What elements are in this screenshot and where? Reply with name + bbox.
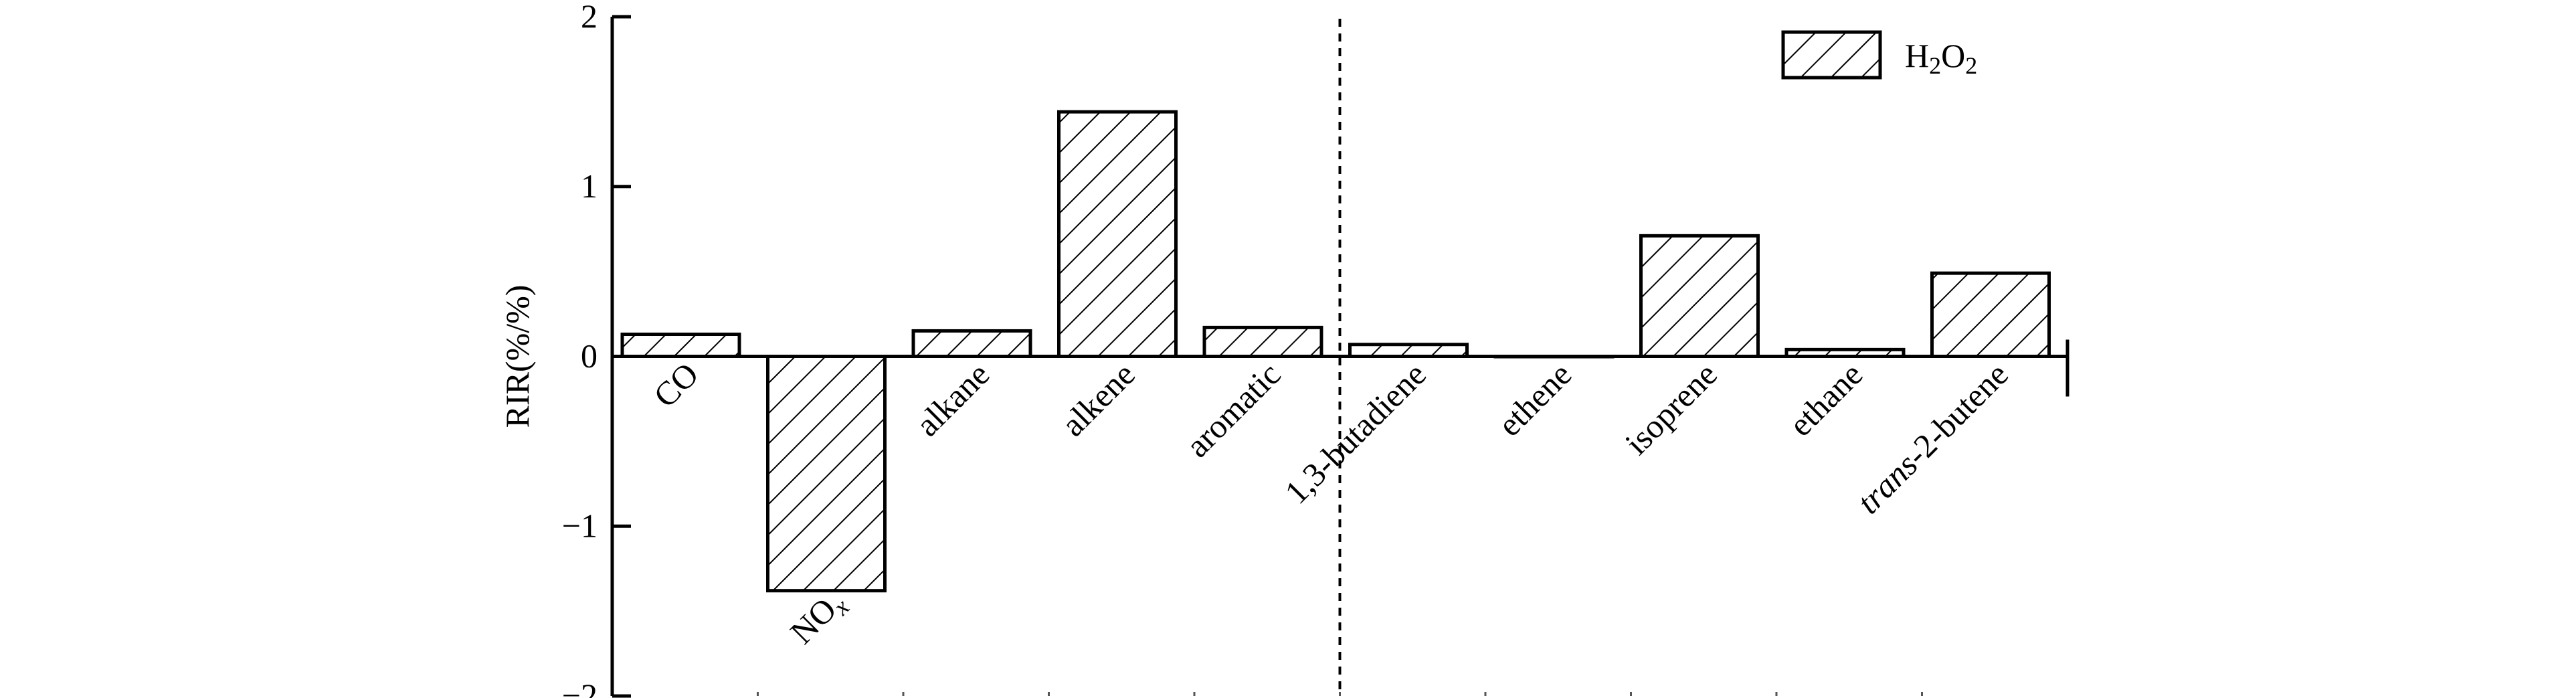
bar-1-3-butadiene — [1348, 343, 1469, 358]
category-label: 1,3-butadiene — [1277, 355, 1433, 511]
bar-co — [620, 333, 741, 359]
bar-nox — [766, 355, 887, 593]
plot-area: −2 −1 0 1 2 RIR(%/%) CO NOx alkane alkene aromatic… — [498, 0, 2069, 698]
category-label: ethane — [1782, 355, 1870, 444]
bar-trans-2-butene — [1930, 271, 2051, 359]
category-label: alkane — [909, 355, 997, 444]
category-label: aromatic — [1178, 355, 1287, 464]
bar-alkane — [911, 329, 1032, 358]
category-label: trans-2-butene — [1849, 355, 2015, 521]
y-tick-label: −2 — [562, 677, 597, 698]
bar-aromatic — [1202, 325, 1323, 358]
legend-label: H2O2 — [1905, 37, 1977, 79]
category-label: CO — [646, 355, 706, 415]
y-axis-title: RIR(%/%) — [498, 285, 536, 428]
y-tick-label: −1 — [562, 507, 597, 544]
category-label: ethene — [1491, 355, 1579, 444]
y-tick-label: 0 — [581, 337, 597, 375]
bar-isoprene — [1639, 234, 1760, 358]
bar-alkene — [1057, 110, 1178, 358]
y-tick-label: 2 — [581, 0, 597, 35]
legend-swatch — [1781, 30, 1882, 80]
category-label: NOx — [783, 583, 854, 655]
y-tick-label: 1 — [581, 167, 597, 205]
category-label: isoprene — [1618, 355, 1724, 462]
category-label: alkene — [1054, 355, 1142, 444]
